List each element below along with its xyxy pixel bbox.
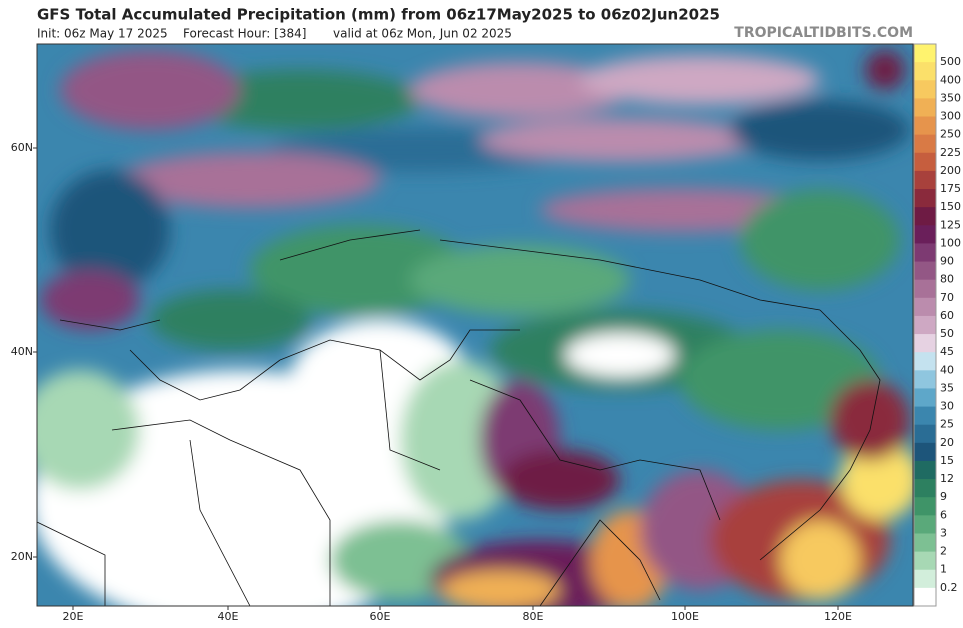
colorbar-label: 40 — [940, 363, 954, 376]
colorbar-label: 225 — [940, 146, 961, 159]
colorbar-label: 2 — [940, 545, 947, 558]
colorbar-swatch — [914, 189, 936, 208]
colorbar-label: 6 — [940, 508, 947, 521]
colorbar-swatch — [914, 352, 936, 371]
init-time: Init: 06z May 17 2025 — [37, 27, 168, 41]
colorbar-swatch — [914, 460, 936, 480]
colorbar-label: 0.2 — [940, 581, 958, 594]
lat-label: 40N — [11, 345, 33, 358]
lon-label: 20E — [63, 610, 84, 623]
colorbar-label: 500 — [940, 55, 961, 68]
colorbar-swatch — [914, 315, 936, 335]
colorbar-swatch — [914, 170, 936, 190]
colorbar-label: 80 — [940, 273, 954, 286]
colorbar-label: 50 — [940, 327, 954, 340]
colorbar-swatch — [914, 62, 936, 81]
colorbar-swatch — [914, 569, 936, 589]
lon-labels: 20E 40E 60E 80E 100E 120E — [63, 606, 852, 623]
colorbar-swatch — [914, 442, 936, 462]
lat-label: 60N — [11, 141, 33, 154]
map-frame — [36, 43, 914, 607]
colorbar-label: 175 — [940, 182, 961, 195]
colorbar-swatch — [914, 134, 936, 154]
lon-label: 100E — [671, 610, 699, 623]
lat-label: 20N — [11, 550, 33, 563]
valid-time: valid at 06z Mon, Jun 02 2025 — [333, 27, 512, 41]
colorbar-swatch — [914, 497, 936, 516]
colorbar-label: 150 — [940, 200, 961, 213]
colorbar-label: 3 — [940, 526, 947, 539]
lon-label: 40E — [218, 610, 239, 623]
colorbar-swatch — [914, 533, 936, 553]
colorbar-label: 15 — [940, 454, 954, 467]
forecast-hour: Forecast Hour: [384] — [183, 27, 306, 41]
borders — [37, 229, 881, 606]
colorbar-label: 25 — [940, 418, 954, 431]
colorbar: 5004003503002502252001751501251009080706… — [913, 43, 961, 607]
colorbar-label: 300 — [940, 110, 961, 123]
colorbar-swatch — [914, 551, 936, 571]
colorbar-label: 60 — [940, 309, 954, 322]
watermark: TROPICALTIDBITS.COM — [734, 25, 913, 41]
colorbar-label: 125 — [940, 218, 961, 231]
colorbar-swatch — [914, 424, 936, 444]
colorbar-swatch — [914, 98, 936, 118]
colorbar-label: 90 — [940, 255, 954, 268]
colorbar-label: 400 — [940, 73, 961, 86]
colorbar-label: 9 — [940, 490, 947, 503]
lat-labels: 60N 40N 20N — [11, 141, 37, 563]
colorbar-swatch — [914, 261, 936, 281]
colorbar-label: 35 — [940, 381, 954, 394]
colorbar-label: 1 — [940, 563, 947, 576]
lon-label: 60E — [370, 610, 391, 623]
colorbar-swatch — [914, 334, 936, 353]
colorbar-label: 45 — [940, 345, 954, 358]
colorbar-label: 30 — [940, 400, 954, 413]
colorbar-swatch — [914, 44, 936, 63]
colorbar-swatch — [914, 479, 936, 498]
colorbar-swatch — [914, 406, 936, 426]
title: GFS Total Accumulated Precipitation (mm)… — [37, 6, 720, 24]
colorbar-frame — [913, 43, 937, 607]
colorbar-swatch — [914, 116, 936, 136]
lon-label: 80E — [523, 610, 544, 623]
lon-label: 120E — [824, 610, 852, 623]
colorbar-label: 20 — [940, 436, 954, 449]
colorbar-swatch — [914, 279, 936, 299]
colorbar-label: 12 — [940, 472, 954, 485]
colorbar-swatch — [914, 207, 936, 226]
colorbar-swatch — [914, 515, 936, 534]
colorbar-swatch — [914, 80, 936, 99]
colorbar-swatch — [914, 388, 936, 408]
colorbar-swatch — [914, 370, 936, 389]
colorbar-swatch — [914, 243, 936, 263]
colorbar-swatch — [914, 297, 936, 317]
colorbar-label: 70 — [940, 291, 954, 304]
colorbar-label: 250 — [940, 128, 961, 141]
colorbar-swatch — [914, 587, 936, 607]
precip-field — [37, 44, 913, 606]
colorbar-label: 350 — [940, 91, 961, 104]
colorbar-swatch — [914, 152, 936, 172]
colorbar-label: 200 — [940, 164, 961, 177]
colorbar-swatch — [914, 225, 936, 244]
colorbar-label: 100 — [940, 236, 961, 249]
